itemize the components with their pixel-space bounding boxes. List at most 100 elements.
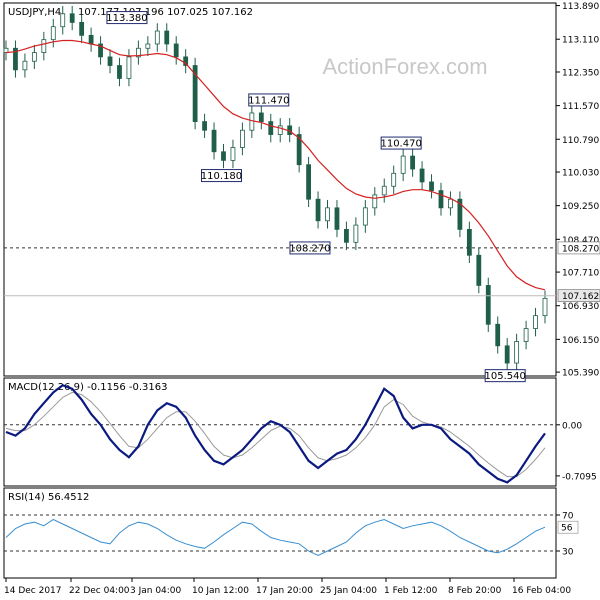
macd-panel-frame	[3, 377, 557, 487]
candle-body	[154, 30, 160, 45]
candle-body	[268, 121, 274, 135]
level-price-tag	[557, 241, 600, 255]
candle-body	[400, 155, 406, 174]
candle-body	[325, 207, 330, 222]
candle-body	[514, 341, 520, 364]
candle-body	[334, 207, 340, 230]
x-axis-tick-label: 22 Dec 04:00	[69, 586, 130, 596]
rsi-axis-tick-label: 30	[562, 548, 574, 558]
ohlc-readout: 107.177 107.196 107.025 107.162	[78, 7, 253, 18]
price-axis-tick-label: 108.470	[562, 236, 599, 246]
x-axis-tick-label: 8 Feb 20:00	[448, 586, 502, 596]
x-axis-tick-label: 16 Feb 04:00	[512, 586, 571, 596]
candle-body	[230, 147, 236, 161]
x-axis-tick-label: 25 Jan 04:00	[320, 586, 377, 596]
price-annotation-box	[248, 93, 290, 107]
candle-body	[135, 47, 141, 58]
price-annotation-label: 105.540	[484, 371, 525, 382]
price-panel-title: USDJPY,H4	[8, 7, 61, 18]
candle-body	[173, 43, 179, 58]
candle-body	[353, 224, 359, 243]
macd-panel-title: MACD(12,26,9) -0.1156 -0.3163	[8, 382, 168, 393]
price-annotation-box	[200, 169, 242, 183]
candle-body	[523, 328, 529, 342]
candle-body	[221, 151, 226, 161]
candle-body	[117, 65, 122, 79]
candle-body	[495, 323, 501, 347]
candle-body	[306, 164, 311, 200]
x-axis-tick-label: 17 Jan 20:00	[256, 586, 313, 596]
candle-body	[164, 30, 170, 45]
candle-body	[476, 254, 482, 286]
price-axis-tick-label: 106.150	[562, 336, 599, 346]
price-annotation-label: 110.470	[380, 139, 421, 150]
candle-body	[69, 13, 75, 23]
price-axis-tick-label: 109.250	[562, 202, 599, 212]
candle-body	[457, 198, 463, 230]
watermark: ActionForex.com	[322, 54, 487, 79]
rsi-current-tag	[557, 520, 579, 534]
candle-body	[391, 172, 397, 187]
x-axis-tick-label: 10 Jan 12:00	[192, 586, 249, 596]
candle-body	[249, 112, 255, 131]
candle-body	[88, 34, 94, 45]
price-annotation-label: 110.180	[201, 171, 242, 182]
candle-body	[60, 13, 66, 28]
candle-body	[277, 125, 283, 135]
candle-body	[315, 198, 321, 222]
candle-body	[542, 297, 548, 317]
level-price-tag	[557, 289, 600, 303]
candle-body	[438, 190, 444, 209]
price-annotation-label: 111.470	[248, 95, 289, 106]
candle-body	[107, 56, 113, 66]
candle-body	[98, 43, 103, 58]
candle-body	[202, 121, 207, 131]
price-annotation-box	[380, 136, 422, 150]
price-axis-tick-label: 113.890	[562, 2, 599, 12]
candle-body	[448, 198, 453, 209]
candle-body	[41, 39, 47, 53]
candle-body	[466, 228, 472, 256]
candle-body	[381, 185, 387, 196]
rsi-axis-tick-label: 70	[562, 512, 574, 522]
candle-body	[126, 56, 132, 79]
candle-body	[192, 65, 198, 122]
candle-body	[429, 181, 434, 191]
candle-body	[258, 112, 264, 122]
candle-body	[13, 47, 18, 71]
candle-body	[344, 228, 349, 243]
macd-signal-line	[5, 391, 546, 478]
candle-body	[296, 134, 302, 166]
candle-body	[485, 285, 491, 325]
rsi-current-tag-label: 56	[561, 524, 573, 534]
candle-body	[362, 207, 368, 226]
candle-body	[410, 155, 416, 170]
candle-body	[419, 168, 425, 183]
candle-body	[504, 345, 510, 364]
moving-average-line	[5, 39, 546, 291]
price-axis-tick-label: 107.710	[562, 269, 599, 279]
candle-body	[79, 22, 85, 36]
candle-body	[50, 26, 56, 41]
price-annotation-box	[106, 11, 148, 25]
candle-body	[240, 129, 245, 148]
rsi-line	[5, 518, 546, 557]
rsi-panel-frame	[3, 487, 557, 579]
candle-body	[183, 56, 189, 66]
candle-body	[211, 129, 217, 153]
price-axis-tick-label: 112.350	[562, 68, 599, 78]
rsi-panel-title: RSI(14) 56.4512	[8, 492, 89, 503]
x-axis-tick-label: 14 Dec 2017	[4, 586, 62, 596]
macd-line	[5, 383, 546, 484]
price-axis-tick-label: 105.390	[562, 369, 599, 379]
candle-body	[533, 315, 538, 329]
candle-body	[372, 194, 378, 209]
price-axis-tick-label: 110.030	[562, 169, 599, 179]
level-price-tag-label: 108.270	[562, 244, 599, 254]
price-annotation-box	[484, 369, 526, 383]
macd-axis-tick-label: 0.00	[562, 421, 582, 431]
x-axis-tick-label: 3 Jan 04:00	[130, 586, 182, 596]
price-panel-frame	[3, 2, 557, 377]
price-axis-tick-label: 111.570	[562, 102, 599, 112]
